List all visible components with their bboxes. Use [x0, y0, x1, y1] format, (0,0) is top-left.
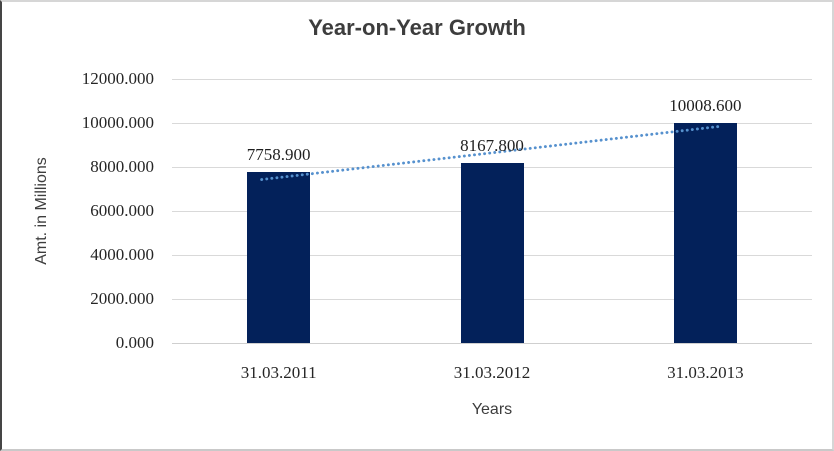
gridline [172, 342, 812, 344]
y-axis-tick-label: 10000.000 [81, 113, 154, 132]
y-axis-tick-label: 8000.000 [90, 157, 154, 176]
y-axis-tick-label: 0.000 [115, 333, 154, 352]
bar [247, 172, 311, 343]
x-axis-category-label: 31.03.2011 [240, 363, 317, 382]
y-axis-tick-label: 2000.000 [90, 289, 154, 308]
bar [673, 122, 737, 343]
y-axis-tick-label: 12000.000 [81, 69, 154, 88]
gridline [172, 122, 812, 124]
data-label: 8167.800 [460, 136, 524, 156]
bar [460, 163, 524, 343]
gridline [172, 78, 812, 80]
x-axis-title: Years [471, 401, 513, 418]
trendline [260, 124, 724, 181]
y-axis-tick-label: 4000.000 [90, 245, 154, 264]
data-label: 7758.900 [246, 145, 311, 165]
y-axis-tick-label: 6000.000 [90, 201, 154, 220]
chart-title: Year-on-Year Growth [308, 15, 526, 40]
data-label: 10008.600 [669, 95, 742, 115]
x-axis-category-label: 31.03.2012 [453, 363, 531, 382]
x-axis-category-label: 31.03.2013 [667, 363, 744, 382]
trendline-path [260, 124, 724, 181]
plot-area [172, 78, 812, 344]
